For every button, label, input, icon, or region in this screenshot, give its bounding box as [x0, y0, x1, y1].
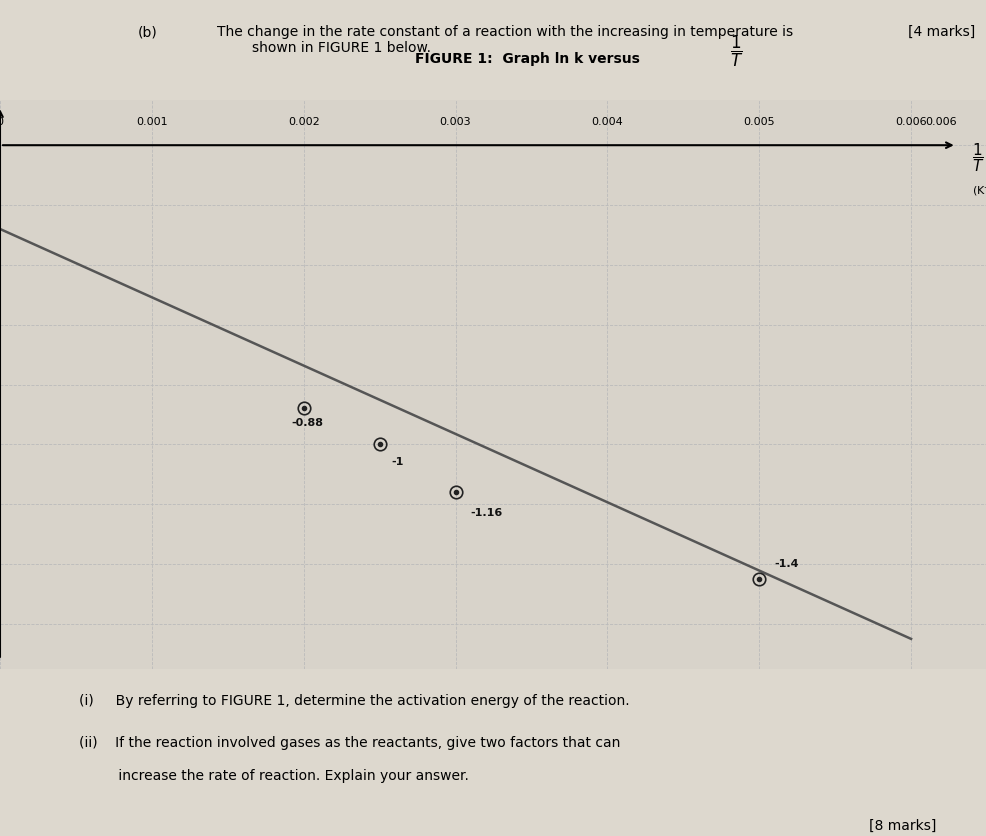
- Text: 0.001: 0.001: [136, 117, 168, 127]
- Text: -0.88: -0.88: [291, 419, 323, 429]
- Text: 0.002: 0.002: [288, 117, 319, 127]
- Text: [4 marks]: [4 marks]: [907, 25, 974, 39]
- Text: 0.006: 0.006: [894, 117, 926, 127]
- Text: 0.003: 0.003: [440, 117, 471, 127]
- Text: $\dfrac{1}{T}$: $\dfrac{1}{T}$: [971, 140, 983, 174]
- Text: [8 marks]: [8 marks]: [868, 819, 935, 833]
- Text: increase the rate of reaction. Explain your answer.: increase the rate of reaction. Explain y…: [79, 769, 468, 783]
- Text: (b): (b): [138, 25, 158, 39]
- Text: 0.005: 0.005: [742, 117, 774, 127]
- Text: -1.4: -1.4: [774, 559, 798, 569]
- Text: (ii)    If the reaction involved gases as the reactants, give two factors that c: (ii) If the reaction involved gases as t…: [79, 736, 620, 750]
- Text: 0: 0: [0, 117, 4, 127]
- Text: $\dfrac{1}{T}$: $\dfrac{1}{T}$: [730, 33, 742, 69]
- Text: 0.006: 0.006: [925, 117, 956, 127]
- Text: The change in the rate constant of a reaction with the increasing in temperature: The change in the rate constant of a rea…: [217, 25, 793, 55]
- Text: -1: -1: [391, 457, 403, 467]
- Text: -1.16: -1.16: [470, 508, 503, 518]
- Text: 0.004: 0.004: [591, 117, 622, 127]
- Text: (K$^{-1}$): (K$^{-1}$): [971, 181, 986, 199]
- Text: (i)     By referring to FIGURE 1, determine the activation energy of the reactio: (i) By referring to FIGURE 1, determine …: [79, 694, 629, 708]
- Text: FIGURE 1:  Graph ln k versus: FIGURE 1: Graph ln k versus: [414, 52, 639, 66]
